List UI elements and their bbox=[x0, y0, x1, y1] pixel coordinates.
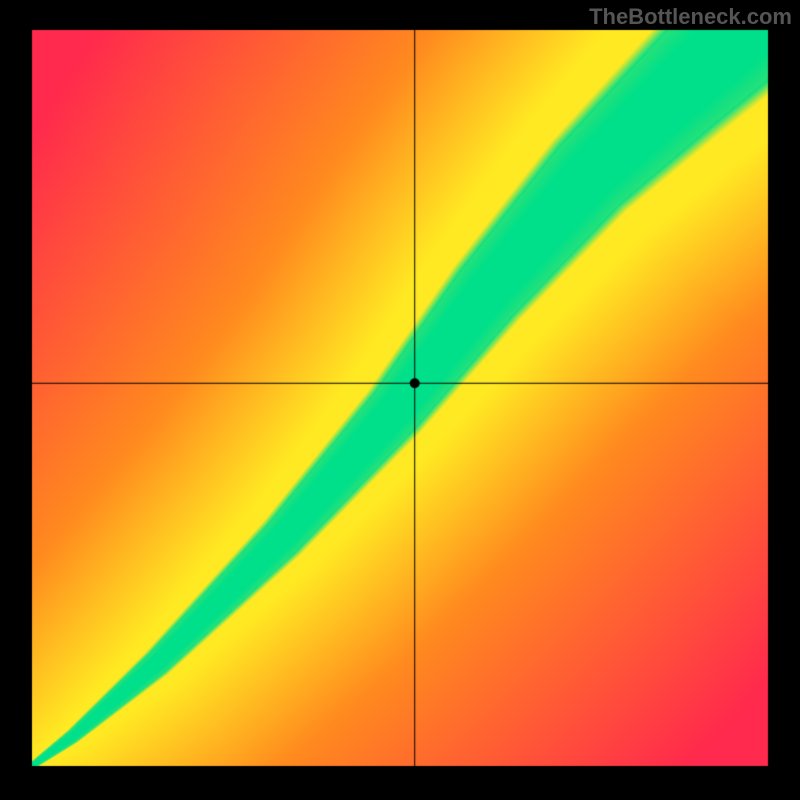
watermark-text: TheBottleneck.com bbox=[589, 4, 792, 30]
heatmap-canvas bbox=[0, 0, 800, 800]
chart-container: TheBottleneck.com bbox=[0, 0, 800, 800]
